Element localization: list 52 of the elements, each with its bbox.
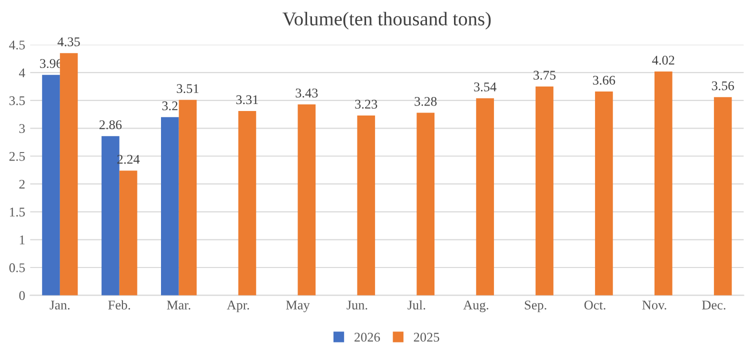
data-label: 4.02 bbox=[652, 56, 674, 65]
data-label: 2.86 bbox=[100, 120, 122, 130]
y-tick-label: 1 bbox=[20, 236, 25, 244]
bar bbox=[178, 100, 197, 296]
x-tick-label: Jun. bbox=[346, 300, 368, 310]
bar bbox=[238, 111, 256, 296]
x-tick-label: May bbox=[286, 300, 310, 312]
x-tick-label: Dec. bbox=[702, 300, 726, 310]
bar bbox=[714, 97, 732, 296]
y-tick-label: 1.5 bbox=[10, 208, 25, 217]
x-tick-label: Feb. bbox=[108, 300, 130, 310]
legend-label: 2025 bbox=[414, 332, 440, 342]
data-label: 3.66 bbox=[593, 76, 616, 85]
bar bbox=[476, 98, 494, 296]
data-label: 3.28 bbox=[414, 96, 437, 106]
bar bbox=[416, 112, 435, 296]
x-tick-label: Nov. bbox=[642, 300, 666, 310]
y-tick-label: 0.5 bbox=[9, 263, 25, 272]
data-label: 4.35 bbox=[58, 37, 80, 46]
y-tick-label: 0 bbox=[19, 291, 25, 300]
x-tick-label: Apr. bbox=[226, 300, 249, 312]
x-tick-label: Aug. bbox=[463, 300, 488, 312]
data-label: 3.51 bbox=[176, 84, 199, 94]
y-tick-label: 2 bbox=[19, 180, 25, 189]
x-tick-label: Sep. bbox=[524, 300, 546, 312]
bar bbox=[536, 86, 554, 296]
data-label: 3.43 bbox=[296, 88, 318, 98]
bar bbox=[654, 71, 672, 296]
x-tick-label: Jan. bbox=[50, 300, 70, 310]
bar bbox=[119, 170, 138, 296]
bar bbox=[298, 104, 316, 296]
x-tick-label: Mar. bbox=[166, 300, 190, 310]
y-tick-label: 4.5 bbox=[9, 40, 25, 50]
x-tick-label: Jul. bbox=[408, 300, 426, 310]
data-label: 3.75 bbox=[534, 70, 556, 80]
bar bbox=[42, 74, 60, 296]
bar bbox=[60, 53, 78, 296]
bar bbox=[357, 115, 376, 296]
bar bbox=[595, 92, 613, 296]
data-label: 3.54 bbox=[474, 82, 496, 92]
bar bbox=[161, 117, 179, 296]
y-tick-label: 4 bbox=[19, 68, 26, 78]
chart-title: Volume(ten thousand tons) bbox=[282, 12, 491, 30]
data-label: 3.2 bbox=[162, 101, 178, 110]
legend-label: 2026 bbox=[354, 332, 380, 342]
data-label: 3.23 bbox=[355, 100, 378, 109]
y-tick-label: 2.5 bbox=[9, 152, 25, 161]
y-tick-label: 3.5 bbox=[9, 96, 25, 106]
x-tick-label: Oct. bbox=[584, 300, 606, 310]
data-label: 3.56 bbox=[712, 81, 734, 90]
y-tick-label: 3 bbox=[19, 124, 25, 133]
data-label: 3.31 bbox=[236, 95, 258, 104]
